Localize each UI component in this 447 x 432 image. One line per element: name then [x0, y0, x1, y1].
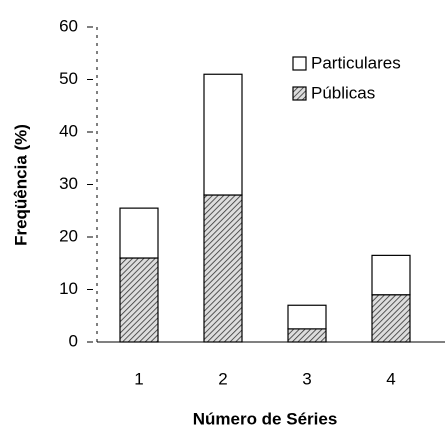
- x-tick-label: 4: [386, 369, 395, 388]
- bar-segment: [119, 207, 159, 259]
- y-tick-label: 10: [59, 279, 78, 298]
- y-axis-label: Freqüência (%): [11, 124, 30, 246]
- y-tick-label: 50: [59, 69, 78, 88]
- bar-segment: [371, 294, 411, 343]
- x-tick-label: 2: [218, 369, 227, 388]
- x-axis-label: Número de Séries: [193, 409, 338, 428]
- y-tick-label: 40: [59, 121, 78, 140]
- bar-segment: [203, 194, 243, 343]
- bar-segment: [371, 254, 411, 296]
- legend-swatch: [292, 56, 307, 71]
- legend-swatch: [292, 86, 307, 101]
- x-tick-label: 3: [302, 369, 311, 388]
- bar-segment: [203, 73, 243, 196]
- y-tick-label: 30: [59, 174, 78, 193]
- x-tick-label: 1: [134, 369, 143, 388]
- bar-segment: [287, 328, 327, 343]
- bar-segment: [287, 304, 327, 330]
- legend-label: Particulares: [311, 53, 401, 72]
- bar-segment: [119, 257, 159, 343]
- y-tick-label: 20: [59, 226, 78, 245]
- legend-label: Públicas: [311, 83, 375, 102]
- y-tick-label: 0: [69, 331, 78, 350]
- y-tick-label: 60: [59, 16, 78, 35]
